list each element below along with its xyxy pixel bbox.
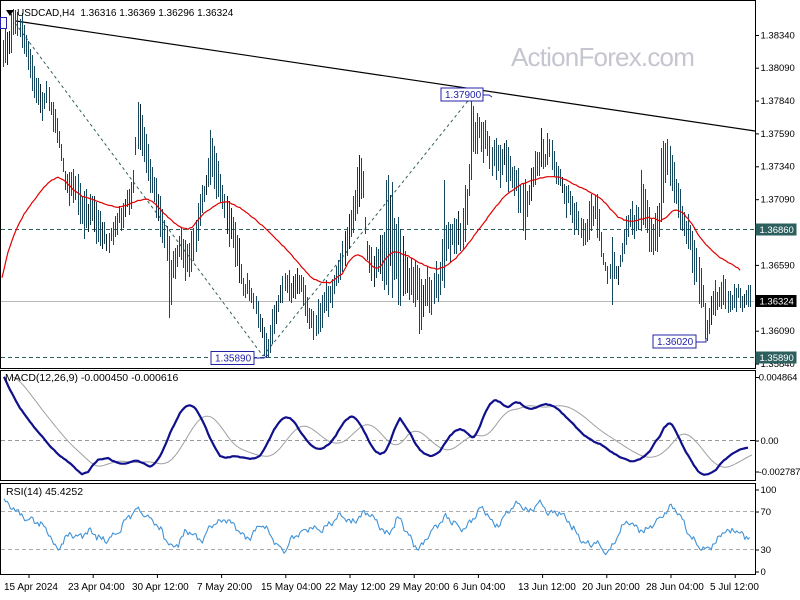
svg-text:1.37340: 1.37340 (761, 162, 795, 173)
svg-text:30 Apr 12:00: 30 Apr 12:00 (132, 582, 189, 593)
svg-text:-0.002787: -0.002787 (759, 467, 800, 478)
svg-text:1.36020: 1.36020 (657, 337, 694, 348)
svg-text:1.37900: 1.37900 (445, 90, 482, 101)
svg-text:20 Jun 20:00: 20 Jun 20:00 (582, 582, 640, 593)
svg-text:RSI(14) 45.4252: RSI(14) 45.4252 (6, 486, 83, 498)
svg-text:0.00: 0.00 (761, 436, 779, 447)
svg-text:13 Jun 12:00: 13 Jun 12:00 (518, 582, 576, 593)
svg-text:29 May 20:00: 29 May 20:00 (389, 582, 450, 593)
svg-text:30: 30 (761, 545, 772, 556)
svg-text:15 Apr 2024: 15 Apr 2024 (4, 582, 58, 593)
svg-text:100: 100 (761, 485, 777, 496)
svg-text:1.36090: 1.36090 (761, 326, 795, 337)
svg-text:1.38340: 1.38340 (761, 30, 795, 41)
svg-text:1.37590: 1.37590 (761, 129, 795, 140)
svg-text:0: 0 (761, 567, 766, 578)
svg-text:23 Apr 04:00: 23 Apr 04:00 (68, 582, 125, 593)
svg-text:1.37090: 1.37090 (761, 195, 795, 206)
svg-text:1.36590: 1.36590 (761, 260, 795, 271)
svg-text:70: 70 (761, 507, 772, 518)
svg-text:1.35890: 1.35890 (760, 353, 794, 364)
svg-text:1.35840: 1.35840 (761, 359, 795, 370)
svg-text:1.36860: 1.36860 (760, 225, 794, 236)
svg-text:0.004864: 0.004864 (759, 372, 797, 383)
svg-text:USDCAD,H4 1.36316 1.36369 1.3: USDCAD,H4 1.36316 1.36369 1.36296 1.3632… (17, 8, 234, 19)
svg-text:1.38090: 1.38090 (761, 63, 795, 74)
svg-text:7 May 20:00: 7 May 20:00 (197, 582, 252, 593)
svg-text:28 Jun 04:00: 28 Jun 04:00 (646, 582, 704, 593)
svg-text:1.35890: 1.35890 (215, 354, 252, 365)
svg-text:1.36324: 1.36324 (760, 296, 794, 307)
svg-text:22 May 12:00: 22 May 12:00 (325, 582, 386, 593)
svg-text:6 Jun 04:00: 6 Jun 04:00 (453, 582, 506, 593)
svg-text:15 May 04:00: 15 May 04:00 (261, 582, 322, 593)
svg-text:1.37840: 1.37840 (761, 96, 795, 107)
svg-text:MACD(12,26,9) -0.000450 -0.000: MACD(12,26,9) -0.000450 -0.000616 (5, 372, 179, 384)
svg-text:5 Jul 12:00: 5 Jul 12:00 (710, 582, 759, 593)
svg-text:ActionForex.com: ActionForex.com (511, 42, 694, 72)
